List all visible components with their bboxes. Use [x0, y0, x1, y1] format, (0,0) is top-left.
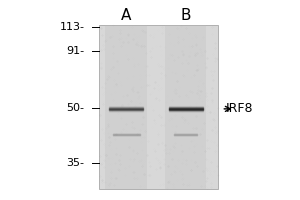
- Text: 50-: 50-: [67, 103, 85, 113]
- Text: 35-: 35-: [67, 158, 85, 168]
- FancyBboxPatch shape: [165, 25, 206, 189]
- Text: 113-: 113-: [60, 22, 85, 32]
- FancyBboxPatch shape: [100, 25, 218, 189]
- FancyBboxPatch shape: [105, 25, 147, 189]
- Text: 91-: 91-: [67, 46, 85, 56]
- Text: B: B: [180, 8, 191, 23]
- Text: A: A: [121, 8, 131, 23]
- Text: IRF8: IRF8: [226, 102, 253, 115]
